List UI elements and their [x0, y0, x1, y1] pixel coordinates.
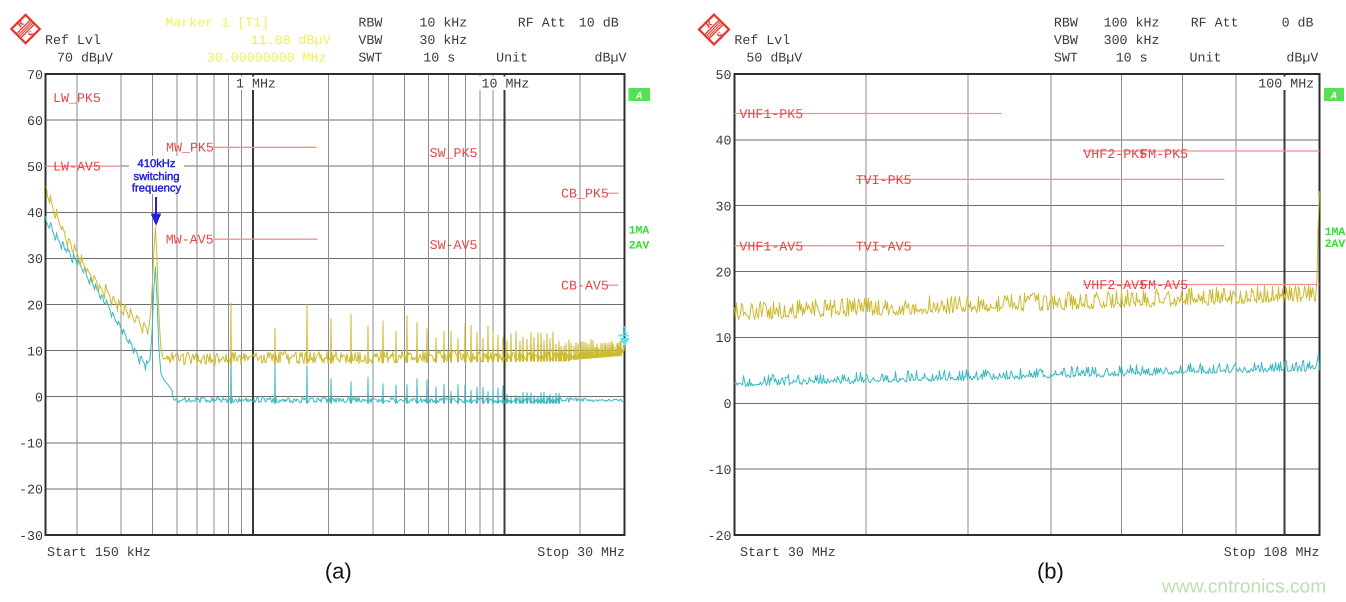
svg-text:Stop 30 MHz: Stop 30 MHz — [537, 545, 625, 560]
svg-text:frequency: frequency — [132, 183, 182, 195]
svg-text:TVI-PK5: TVI-PK5 — [856, 173, 912, 188]
svg-text:RF Att: RF Att — [1191, 16, 1239, 31]
svg-text:MW-AV5: MW-AV5 — [166, 233, 214, 248]
svg-text:Unit: Unit — [1190, 51, 1222, 66]
svg-text:SWT: SWT — [1054, 51, 1078, 66]
svg-text:1: 1 — [622, 326, 629, 338]
svg-text:300 kHz: 300 kHz — [1104, 33, 1160, 48]
svg-text:Stop 108 MHz: Stop 108 MHz — [1224, 545, 1320, 560]
svg-text:70 dBµV: 70 dBµV — [57, 51, 113, 66]
svg-text:10: 10 — [27, 344, 43, 359]
svg-text:50: 50 — [716, 68, 732, 83]
svg-text:switching: switching — [133, 171, 179, 183]
svg-text:Unit: Unit — [496, 51, 528, 66]
svg-text:50: 50 — [27, 160, 43, 175]
svg-text:LW_PK5: LW_PK5 — [53, 91, 101, 106]
svg-text:10: 10 — [716, 331, 732, 346]
svg-text:1 MHz: 1 MHz — [236, 77, 276, 92]
svg-text:VHF1-AV5: VHF1-AV5 — [739, 240, 803, 255]
svg-text:RBW: RBW — [358, 16, 382, 31]
svg-text:1MA: 1MA — [1325, 227, 1346, 239]
svg-text:30 kHz: 30 kHz — [419, 33, 467, 48]
svg-text:100 MHz: 100 MHz — [1258, 77, 1314, 92]
svg-text:0: 0 — [724, 397, 732, 412]
svg-text:TVI-AV5: TVI-AV5 — [856, 240, 912, 255]
svg-text:30.00000000 MHz: 30.00000000 MHz — [207, 51, 327, 66]
svg-text:dBµV: dBµV — [1286, 51, 1318, 66]
svg-text:A: A — [1330, 92, 1337, 103]
svg-text:VHF2-PK5: VHF2-PK5 — [1083, 147, 1147, 162]
svg-text:2AV: 2AV — [1325, 239, 1346, 251]
svg-text:60: 60 — [27, 114, 43, 129]
svg-text:410kHz: 410kHz — [138, 158, 176, 170]
svg-text:20: 20 — [716, 265, 732, 280]
svg-text:Ref Lvl: Ref Lvl — [734, 33, 790, 48]
svg-text:40: 40 — [27, 206, 43, 221]
svg-text:Start 30 MHz: Start 30 MHz — [740, 545, 836, 560]
svg-text:10 dB: 10 dB — [579, 16, 619, 31]
svg-text:VHF1-PK5: VHF1-PK5 — [739, 107, 803, 122]
svg-text:2AV: 2AV — [629, 241, 650, 253]
svg-text:Start 150 kHz: Start 150 kHz — [47, 545, 151, 560]
svg-text:www.cntronics.com: www.cntronics.com — [1161, 577, 1326, 598]
svg-text:10 kHz: 10 kHz — [419, 16, 467, 31]
svg-text:-20: -20 — [708, 529, 732, 544]
svg-text:CB_PK5: CB_PK5 — [561, 187, 609, 202]
svg-text:0 dB: 0 dB — [1282, 16, 1314, 31]
svg-text:10 s: 10 s — [1116, 51, 1148, 66]
svg-text:10 s: 10 s — [423, 51, 455, 66]
svg-text:40: 40 — [716, 134, 732, 149]
svg-text:0: 0 — [35, 391, 43, 406]
svg-text:30: 30 — [716, 200, 732, 215]
svg-text:RBW: RBW — [1054, 16, 1078, 31]
svg-text:-10: -10 — [708, 463, 732, 478]
svg-text:-30: -30 — [19, 529, 43, 544]
svg-text:SW-AV5: SW-AV5 — [430, 238, 478, 253]
svg-text:RF Att: RF Att — [518, 16, 566, 31]
svg-text:-20: -20 — [19, 483, 43, 498]
svg-text:10 MHz: 10 MHz — [482, 77, 530, 92]
svg-text:Marker 1 [T1]: Marker 1 [T1] — [165, 16, 269, 31]
svg-text:VBW: VBW — [1054, 33, 1078, 48]
svg-text:-10: -10 — [19, 437, 43, 452]
svg-text:VBW: VBW — [358, 33, 382, 48]
svg-text:20: 20 — [27, 298, 43, 313]
svg-text:100 kHz: 100 kHz — [1104, 16, 1160, 31]
svg-text:FM-AV5: FM-AV5 — [1140, 278, 1188, 293]
svg-text:SWT: SWT — [358, 51, 382, 66]
svg-text:MW_PK5: MW_PK5 — [166, 141, 214, 156]
svg-text:dBµV: dBµV — [595, 51, 627, 66]
svg-text:VHF2-AV5: VHF2-AV5 — [1083, 278, 1147, 293]
svg-text:70: 70 — [27, 68, 43, 83]
svg-text:FM-PK5: FM-PK5 — [1140, 147, 1188, 162]
svg-text:(b): (b) — [1037, 559, 1064, 584]
svg-text:50 dBµV: 50 dBµV — [746, 51, 802, 66]
svg-text:LW-AV5: LW-AV5 — [53, 160, 101, 175]
svg-text:Ref Lvl: Ref Lvl — [45, 33, 101, 48]
svg-text:SW_PK5: SW_PK5 — [430, 146, 478, 161]
svg-text:(a): (a) — [325, 559, 352, 584]
svg-text:30: 30 — [27, 252, 43, 267]
svg-text:11.08 dBµV: 11.08 dBµV — [251, 33, 331, 48]
svg-text:A: A — [635, 92, 642, 103]
svg-text:1MA: 1MA — [629, 226, 650, 238]
svg-text:CB-AV5: CB-AV5 — [561, 279, 609, 294]
